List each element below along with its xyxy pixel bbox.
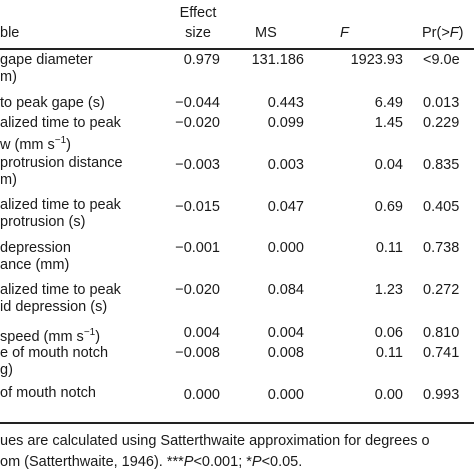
row-1-ms: 131.186	[251, 52, 304, 68]
header-ms: MS	[255, 25, 277, 41]
row-8-p: 0.810	[423, 325, 460, 341]
row-2-effect: −0.044	[175, 95, 220, 111]
row-3-label: alized time to peak w (mm s−1)	[0, 115, 121, 154]
row-10-label: of mouth notch	[0, 385, 96, 401]
row-7-label-line2: id depression (s)	[0, 299, 108, 315]
row-4-f: 0.04	[374, 157, 403, 173]
row-4-label-line2: m)	[0, 172, 17, 188]
row-3-effect: −0.020	[175, 115, 220, 131]
row-6-label-line1: depression	[0, 240, 71, 256]
row-1-label-line1: gape diameter	[0, 52, 93, 68]
header-pr-close: )	[458, 25, 464, 41]
row-7-label: alized time to peak id depression (s)	[0, 282, 121, 316]
row-6-label: depression ance (mm)	[0, 240, 71, 274]
footnote-line1: ues are calculated using Satterthwaite a…	[0, 433, 430, 449]
row-9-label-line1: e of mouth notch	[0, 345, 109, 361]
row-9-p: 0.741	[423, 345, 460, 361]
row-3-ms: 0.099	[267, 115, 304, 131]
row-4-label: protrusion distance m)	[0, 155, 123, 189]
row-8-effect: 0.004	[183, 325, 220, 341]
bottom-rule	[0, 422, 474, 424]
row-6-ms: 0.000	[267, 240, 304, 256]
row-7-f: 1.23	[374, 282, 403, 298]
footnote-line2: om (Satterthwaite, 1946). ***P<0.001; *P…	[0, 454, 302, 471]
row-9-ms: 0.008	[267, 345, 304, 361]
row-3-label-sup: −1	[54, 135, 67, 146]
row-9-effect: −0.008	[175, 345, 220, 361]
row-5-f: 0.69	[374, 199, 403, 215]
row-2-ms: 0.443	[267, 95, 304, 111]
row-4-p: 0.835	[423, 157, 460, 173]
header-pr-f: F	[449, 25, 459, 41]
row-8-f: 0.06	[374, 325, 403, 341]
footnote-text-b: <0.001; *	[193, 454, 252, 470]
row-3-label-close: )	[66, 136, 72, 153]
header-effect-size-line2: size	[185, 25, 211, 41]
header-pr: Pr(>F)	[422, 25, 464, 42]
row-2-label: to peak gape (s)	[0, 95, 105, 111]
row-1-label-line2: m)	[0, 69, 17, 85]
row-4-label-line1: protrusion distance	[0, 155, 123, 171]
row-5-label-line2: protrusion (s)	[0, 214, 86, 230]
footnote-p-symbol-1: P	[183, 454, 194, 470]
row-1-f: 1923.93	[350, 52, 403, 68]
row-4-effect: −0.003	[175, 157, 220, 173]
header-pr-open: Pr(>	[422, 25, 450, 41]
row-9-f: 0.11	[375, 345, 403, 361]
row-7-label-line1: alized time to peak	[0, 282, 121, 298]
row-10-p: 0.993	[423, 387, 460, 403]
row-1-label: gape diameter m)	[0, 52, 93, 86]
row-3-label-line1: alized time to peak	[0, 115, 121, 131]
row-7-p: 0.272	[423, 282, 460, 298]
row-2-p: 0.013	[423, 95, 460, 111]
row-9-label-line2: g)	[0, 362, 13, 378]
row-3-f: 1.45	[374, 115, 403, 131]
row-4-ms: 0.003	[267, 157, 304, 173]
row-5-label-line1: alized time to peak	[0, 197, 121, 213]
row-8-label-sup: −1	[83, 327, 96, 338]
header-effect-size-line1: Effect	[179, 5, 217, 21]
row-1-effect: 0.979	[183, 52, 220, 68]
row-5-effect: −0.015	[175, 199, 220, 215]
row-5-p: 0.405	[423, 199, 460, 215]
row-5-ms: 0.047	[267, 199, 304, 215]
header-variable: ble	[0, 25, 20, 41]
row-3-label-line2: w (mm s	[0, 136, 55, 153]
header-rule	[0, 48, 474, 50]
row-7-effect: −0.020	[175, 282, 220, 298]
row-7-ms: 0.084	[267, 282, 304, 298]
row-10-effect: 0.000	[183, 387, 220, 403]
footnote-text-c: <0.05.	[261, 454, 303, 470]
row-1-p: <9.0e	[423, 52, 460, 68]
row-6-effect: −0.001	[175, 240, 220, 256]
row-8-label-close: )	[95, 328, 101, 345]
row-10-ms: 0.000	[267, 387, 304, 403]
row-6-p: 0.738	[423, 240, 460, 256]
footnote-p-symbol-2: P	[251, 454, 262, 470]
row-10-f: 0.00	[374, 387, 403, 403]
row-3-p: 0.229	[423, 115, 460, 131]
row-6-f: 0.11	[375, 240, 403, 256]
row-2-f: 6.49	[374, 95, 403, 111]
row-8-ms: 0.004	[267, 325, 304, 341]
row-8-label: speed (mm s−1)	[0, 324, 100, 346]
header-f: F	[340, 25, 349, 41]
row-8-label-text: speed (mm s	[0, 328, 84, 345]
row-5-label: alized time to peak protrusion (s)	[0, 197, 121, 231]
row-9-label: e of mouth notch g)	[0, 345, 108, 379]
row-6-label-line2: ance (mm)	[0, 257, 70, 273]
footnote-text-a: om (Satterthwaite, 1946). ***	[0, 454, 184, 470]
